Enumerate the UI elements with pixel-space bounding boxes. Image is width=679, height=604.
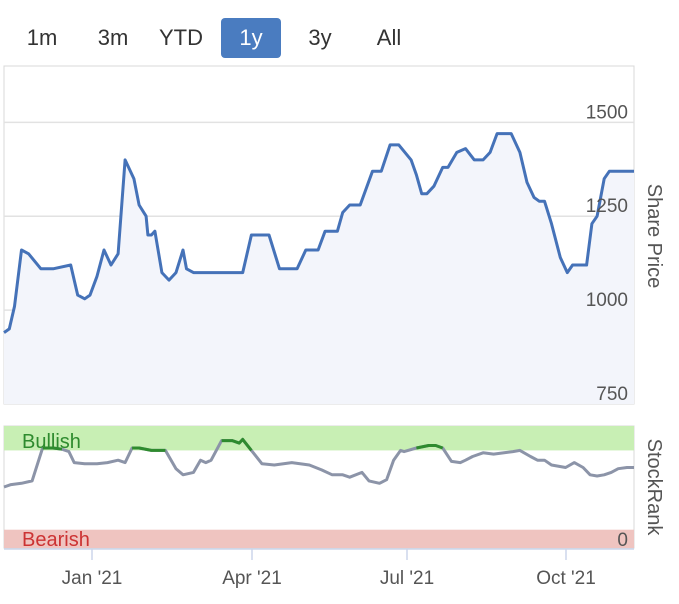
range-selector: 1m 3m YTD 1y 3y All bbox=[0, 16, 440, 60]
range-button-ytd[interactable]: YTD bbox=[159, 25, 203, 50]
x-tick-label: Jul '21 bbox=[380, 568, 434, 589]
price-tick-label: 1000 bbox=[586, 290, 628, 311]
share-price-axis-title: Share Price bbox=[643, 184, 665, 289]
stockrank-bullish-segment bbox=[416, 444, 444, 450]
share-price-line bbox=[3, 132, 634, 334]
stockrank-axis-title: StockRank bbox=[643, 439, 665, 537]
stockrank-line bbox=[3, 437, 634, 489]
price-tick-label: 1250 bbox=[586, 196, 628, 217]
range-button-3y[interactable]: 3y bbox=[308, 25, 332, 50]
range-button-1m[interactable]: 1m bbox=[26, 25, 58, 50]
stockrank-bullish-segment bbox=[221, 437, 253, 452]
x-tick-label: Oct '21 bbox=[536, 568, 596, 589]
bullish-zone bbox=[4, 426, 634, 451]
bearish-zone-label: Bearish bbox=[22, 529, 90, 551]
stockrank-tick-label: 0 bbox=[617, 530, 628, 551]
price-area-fill bbox=[4, 133, 634, 404]
range-button-1y[interactable]: 1y bbox=[221, 18, 281, 58]
stockrank-bullish-segment bbox=[132, 446, 166, 452]
x-tick-label: Apr '21 bbox=[222, 568, 282, 589]
range-button-3m[interactable]: 3m bbox=[97, 25, 129, 50]
bearish-zone bbox=[4, 529, 634, 548]
stockrank-bullish-segment bbox=[42, 446, 63, 451]
price-tick-label: 750 bbox=[596, 384, 628, 405]
x-tick-label: Jan '21 bbox=[62, 568, 123, 589]
price-tick-label: 1500 bbox=[586, 102, 628, 123]
range-button-all[interactable]: All bbox=[376, 25, 402, 50]
bullish-zone-label: Bullish bbox=[22, 431, 81, 453]
